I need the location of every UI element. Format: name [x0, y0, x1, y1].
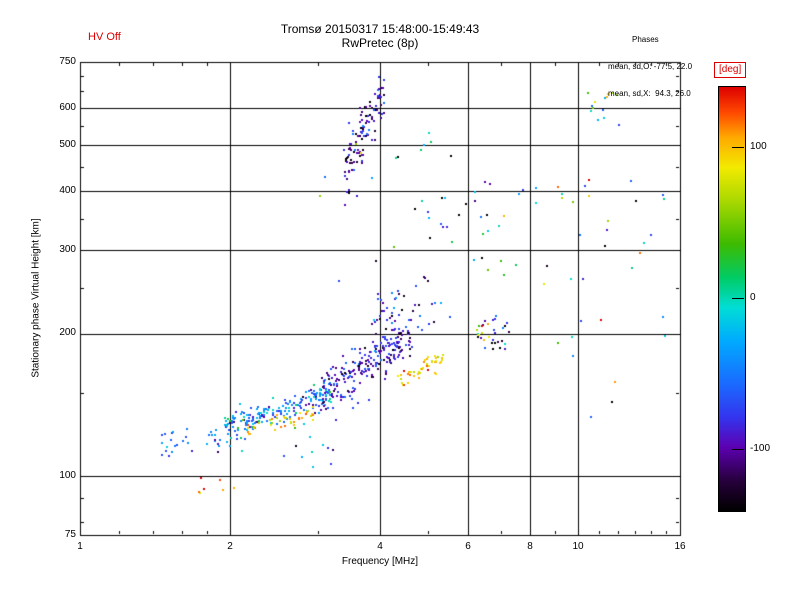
x-tick-label: 10 — [572, 541, 584, 552]
phases-title: Phases — [632, 35, 659, 44]
colorbar-tick-label: 0 — [750, 292, 756, 303]
y-tick-label: 100 — [59, 470, 76, 481]
y-tick-label: 750 — [59, 56, 76, 67]
phases-o-mode-stats: mean, sd,O: -77.5, 22.0 — [608, 62, 693, 71]
x-tick-label: 2 — [227, 541, 233, 552]
hv-status-label: HV Off — [88, 31, 121, 43]
y-tick-label: 600 — [59, 102, 76, 113]
y-tick-label: 75 — [64, 529, 76, 540]
plot-subtitle: RwPretec (8p) — [341, 36, 419, 50]
y-tick-label: 200 — [59, 327, 76, 338]
y-tick-label: 400 — [59, 185, 76, 196]
y-tick-label: 500 — [59, 139, 76, 150]
colorbar-tick-label: -100 — [750, 443, 771, 454]
colorbar-units-badge: [deg] — [714, 62, 747, 78]
x-axis-label: Frequency [MHz] — [341, 556, 419, 567]
phases-x-mode-stats: mean, sd,X: 94.3, 26.0 — [608, 89, 691, 98]
y-tick-label: 300 — [59, 244, 76, 255]
plot-title: Tromsø 20150317 15:48:00-15:49:43 — [280, 22, 480, 36]
x-tick-label: 4 — [377, 541, 383, 552]
x-tick-label: 16 — [674, 541, 686, 552]
phase-colorbar — [718, 86, 746, 512]
x-tick-label: 8 — [527, 541, 533, 552]
colorbar-tick-label: 100 — [750, 141, 767, 152]
phase-statistics-block: Phases mean, sd,O: -77.5, 22.0 mean, sd,… — [608, 17, 692, 116]
colorbar-tick-mark — [732, 449, 744, 450]
x-tick-label: 6 — [465, 541, 471, 552]
colorbar-tick-mark — [732, 147, 744, 148]
y-axis-label: Stationary phase Virtual Height [km] — [30, 218, 42, 378]
colorbar-tick-mark — [732, 298, 744, 299]
x-tick-label: 1 — [77, 541, 83, 552]
